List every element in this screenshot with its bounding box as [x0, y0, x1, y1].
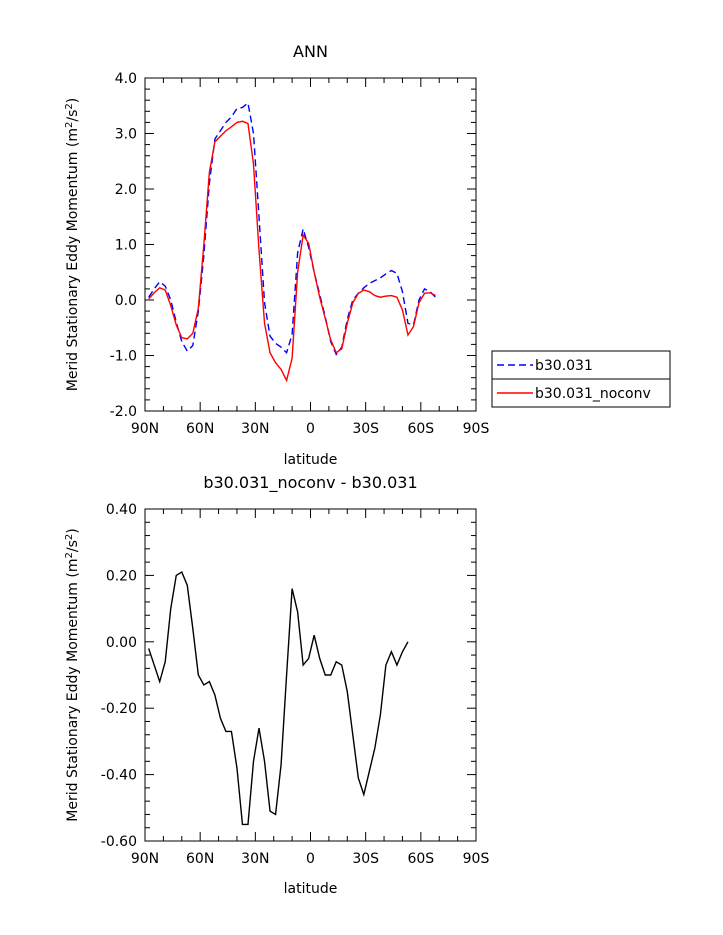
y-tick-label: -2.0 — [110, 404, 137, 420]
x-tick-label: 60N — [186, 421, 214, 437]
y-tick-label: 0.40 — [106, 502, 137, 518]
top-chart: 90N 60N 30N 0 30S 60S 90S -2.0 -1.0 0.0 1.0 2.0 3.0 4… — [64, 42, 671, 468]
top-chart-title: ANN — [293, 42, 328, 61]
bottom-plot-frame — [144, 508, 477, 842]
y-tick-label: 1.0 — [115, 238, 137, 254]
y-tick-label: 2.0 — [115, 182, 137, 198]
y-tick-label: 3.0 — [115, 127, 137, 143]
x-tick-label: 60S — [407, 851, 434, 867]
y-tick-label: -0.40 — [101, 768, 137, 784]
y-tick-label: -1.0 — [110, 349, 137, 365]
x-tick-label: 60S — [407, 421, 434, 437]
series-line-b30-031-noconv — [148, 120, 436, 383]
y-tick-label: 0.0 — [115, 293, 137, 309]
x-tick-label: 90S — [463, 421, 490, 437]
bottom-chart: 90N 60N 30N 0 30S 60S 90S -0.60 -0.40 -0.20 0.00 0.… — [64, 473, 490, 897]
x-tick-label: 90N — [131, 421, 159, 437]
top-plot-frame — [144, 77, 477, 412]
y-tick-label: 0.20 — [106, 568, 137, 584]
bottom-x-axis-title: latitude — [284, 881, 338, 897]
x-tick-label: 0 — [306, 851, 315, 867]
y-tick-label: 0.00 — [106, 635, 137, 651]
y-tick-label: -0.20 — [101, 701, 137, 717]
series-line-b30-031 — [148, 101, 437, 356]
top-y-axis-title: Merid Stationary Eddy Momentum (m2/s2) — [64, 98, 82, 391]
x-tick-label: 30S — [352, 851, 379, 867]
x-tick-label: 60N — [186, 851, 214, 867]
x-tick-label: 30N — [241, 421, 269, 437]
y-tick-label: -0.60 — [101, 834, 137, 850]
y-tick-label: 4.0 — [115, 71, 137, 87]
x-tick-label: 0 — [306, 421, 315, 437]
legend-entry-label: b30.031_noconv — [535, 386, 651, 402]
x-tick-label: 90S — [463, 851, 490, 867]
top-x-axis-title: latitude — [284, 452, 338, 468]
legend-entry-label: b30.031 — [535, 358, 593, 374]
x-tick-label: 90N — [131, 851, 159, 867]
legend: b30.031 b30.031_noconv — [491, 350, 671, 408]
bottom-y-axis-title: Merid Stationary Eddy Momentum (m2/s2) — [64, 528, 82, 821]
bottom-chart-title: b30.031_noconv - b30.031 — [203, 473, 417, 493]
x-tick-label: 30N — [241, 851, 269, 867]
x-tick-label: 30S — [352, 421, 379, 437]
series-line-difference — [148, 571, 409, 826]
